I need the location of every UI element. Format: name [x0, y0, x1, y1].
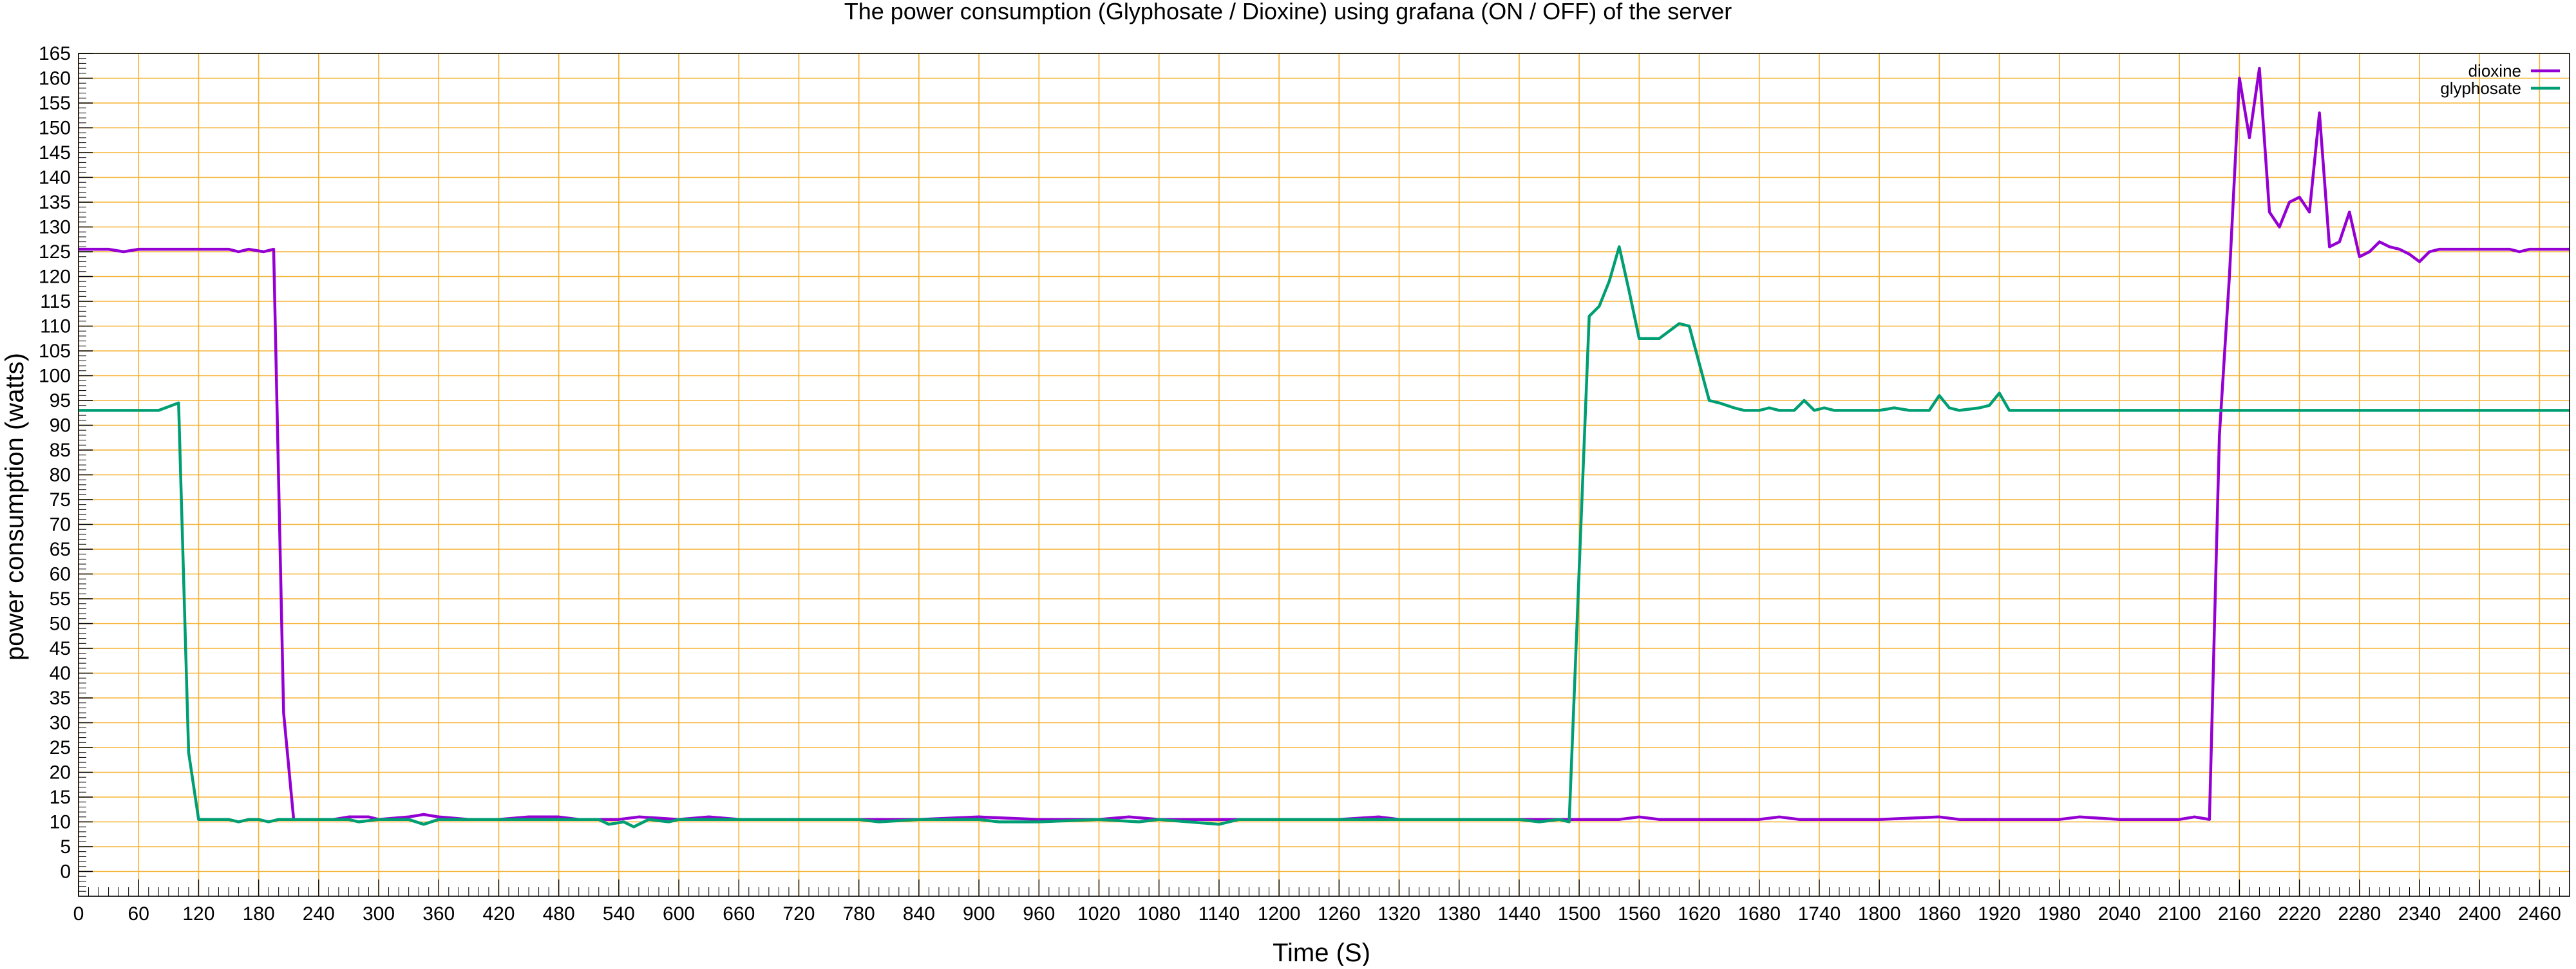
y-tick-label: 25 — [50, 737, 71, 758]
y-tick-label: 140 — [39, 167, 71, 189]
y-tick-label: 50 — [50, 614, 71, 635]
x-tick-label: 780 — [843, 903, 875, 925]
y-tick-label: 120 — [39, 267, 71, 288]
y-tick-label: 160 — [39, 68, 71, 89]
y-tick-label: 70 — [50, 514, 71, 536]
y-tick-label: 75 — [50, 489, 71, 511]
legend-label-dioxine: dioxine — [2468, 61, 2521, 80]
y-tick-label: 45 — [50, 638, 71, 659]
x-tick-label: 60 — [128, 903, 149, 925]
y-tick-label: 35 — [50, 688, 71, 709]
y-tick-label: 110 — [40, 316, 71, 337]
x-tick-label: 2160 — [2218, 903, 2261, 925]
y-tick-label: 20 — [50, 762, 71, 784]
minor-ticks — [79, 58, 2570, 896]
y-tick-label: 130 — [39, 217, 71, 238]
x-tick-label: 1200 — [1258, 903, 1301, 925]
x-tick-label: 480 — [543, 903, 575, 925]
y-tick-label: 55 — [50, 588, 71, 610]
x-tick-label: 1500 — [1558, 903, 1601, 925]
x-tick-label: 2040 — [2098, 903, 2141, 925]
legend-label-glyphosate: glyphosate — [2440, 79, 2521, 98]
x-tick-label: 1920 — [1978, 903, 2021, 925]
axes — [78, 53, 2570, 897]
y-axis-title: power consumption (watts) — [1, 353, 29, 661]
x-tick-label: 600 — [663, 903, 695, 925]
x-tick-label: 1680 — [1738, 903, 1781, 925]
x-tick-label: 960 — [1023, 903, 1055, 925]
x-tick-label: 1440 — [1498, 903, 1541, 925]
x-axis-title: Time (S) — [1273, 939, 1370, 966]
chart-title: The power consumption (Glyphosate / Diox… — [844, 0, 1732, 24]
y-tick-label: 95 — [50, 390, 71, 411]
y-tick-label: 155 — [39, 93, 71, 114]
x-tick-label: 2460 — [2518, 903, 2561, 925]
grid — [78, 53, 2570, 896]
x-tick-label: 1080 — [1137, 903, 1180, 925]
x-tick-label: 180 — [243, 903, 275, 925]
y-tick-label: 65 — [50, 539, 71, 560]
y-tick-label: 165 — [39, 43, 71, 64]
x-tick-label: 900 — [963, 903, 995, 925]
x-tick-label: 1140 — [1198, 903, 1240, 925]
x-tick-label: 2220 — [2278, 903, 2321, 925]
x-tick-label: 2340 — [2398, 903, 2441, 925]
x-tick-label: 1980 — [2038, 903, 2081, 925]
y-tick-label: 100 — [39, 366, 71, 387]
x-tick-label: 300 — [363, 903, 395, 925]
y-tick-label: 15 — [50, 787, 71, 808]
x-tick-label: 1320 — [1378, 903, 1421, 925]
x-tick-label: 1380 — [1437, 903, 1481, 925]
tick-labels: 0 5 10 15 20 25 30 35 40 45 50 55 60 65 70 75 80 85 90 95 10… — [39, 43, 2561, 925]
y-tick-label: 10 — [50, 812, 71, 833]
x-tick-label: 2100 — [2158, 903, 2201, 925]
y-tick-label: 80 — [50, 465, 71, 486]
y-tick-label: 135 — [39, 192, 71, 213]
y-tick-label: 125 — [39, 241, 71, 263]
x-tick-label: 360 — [422, 903, 455, 925]
series-lines — [79, 66, 2570, 829]
x-tick-label: 660 — [723, 903, 755, 925]
y-tick-label: 105 — [39, 341, 71, 362]
y-tick-label: 60 — [50, 564, 71, 585]
plot-border — [78, 53, 2570, 897]
y-tick-label: 0 — [60, 861, 71, 883]
y-tick-label: 90 — [50, 415, 71, 437]
y-tick-label: 40 — [50, 663, 71, 684]
x-tick-label: 1620 — [1678, 903, 1721, 925]
y-tick-label: 5 — [60, 836, 71, 858]
y-tick-label: 145 — [39, 142, 71, 164]
y-tick-label: 115 — [40, 291, 71, 312]
x-tick-label: 540 — [603, 903, 635, 925]
x-tick-label: 720 — [782, 903, 815, 925]
x-tick-label: 1260 — [1318, 903, 1361, 925]
y-tick-label: 85 — [50, 440, 71, 461]
series-line-glyphosate — [79, 245, 2570, 829]
x-tick-label: 240 — [303, 903, 335, 925]
x-tick-label: 120 — [182, 903, 214, 925]
x-tick-label: 1740 — [1798, 903, 1841, 925]
x-tick-label: 1020 — [1077, 903, 1121, 925]
x-tick-label: 1860 — [1918, 903, 1961, 925]
x-tick-label: 2400 — [2458, 903, 2501, 925]
x-tick-label: 840 — [903, 903, 935, 925]
y-tick-label: 30 — [50, 713, 71, 734]
x-tick-label: 1560 — [1618, 903, 1661, 925]
x-tick-label: 420 — [482, 903, 515, 925]
x-tick-label: 2280 — [2338, 903, 2381, 925]
x-tick-label: 0 — [73, 903, 84, 925]
y-tick-label: 150 — [39, 118, 71, 139]
x-tick-label: 1800 — [1858, 903, 1901, 925]
